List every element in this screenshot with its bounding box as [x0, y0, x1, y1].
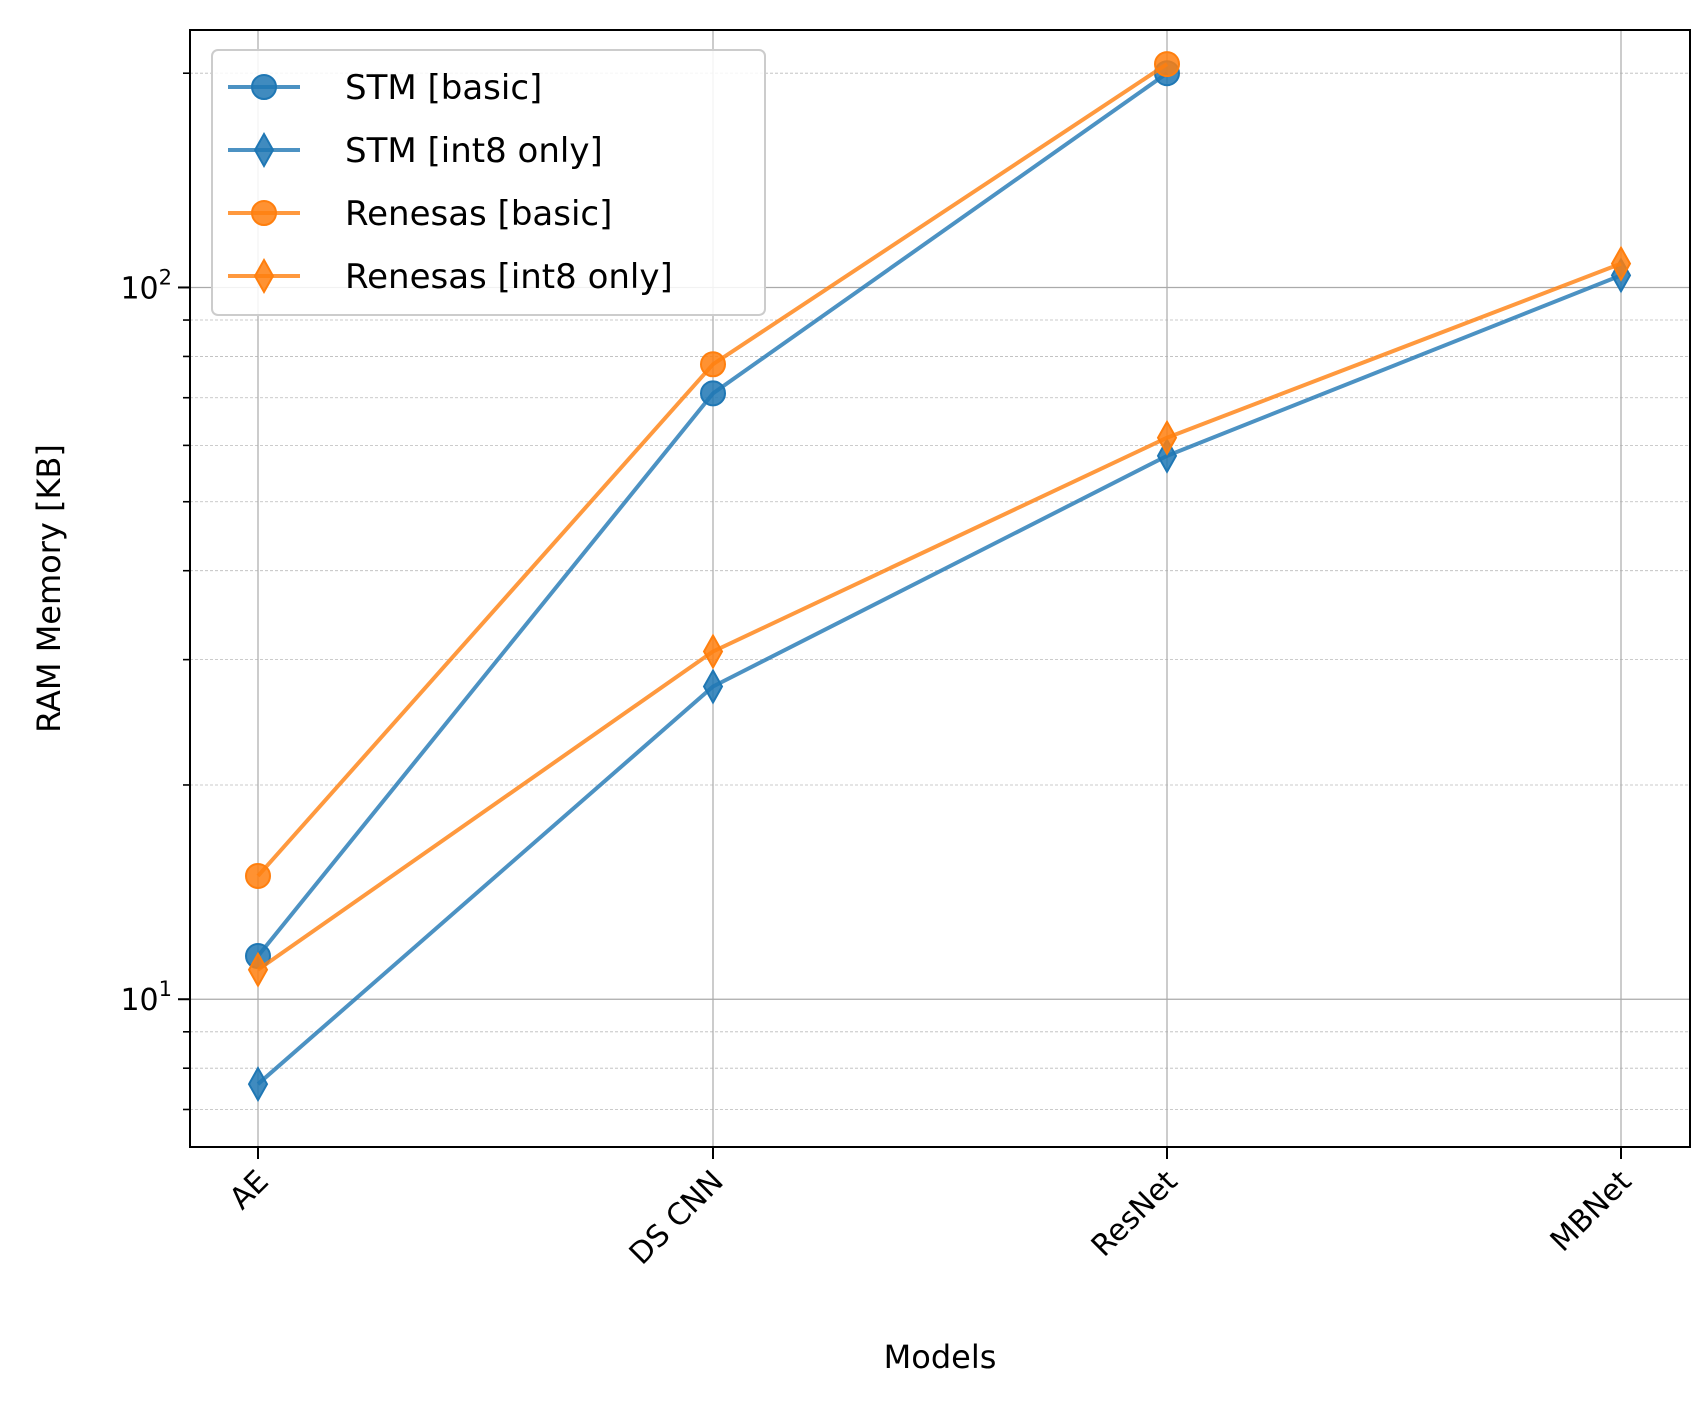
- legend-label: STM [basic]: [345, 68, 542, 108]
- legend-entry: Renesas [int8 only]: [228, 257, 673, 297]
- legend: STM [basic] STM [int8 only] Renesas [basic…: [211, 49, 766, 316]
- legend-entry: STM [basic]: [228, 68, 542, 108]
- legend-marker: [253, 257, 275, 295]
- data-point: [245, 862, 271, 889]
- x-axis-title: Models: [884, 1338, 997, 1376]
- y-tick-label: 102: [120, 265, 172, 306]
- data-point: [1610, 245, 1632, 282]
- series-3: [247, 245, 1632, 988]
- plot-frame: [189, 29, 1691, 1148]
- legend-marker: [253, 131, 275, 169]
- data-point: [702, 668, 724, 705]
- legend-label: Renesas [int8 only]: [345, 257, 673, 297]
- y-tick-label: 101: [120, 977, 172, 1018]
- legend-label: STM [int8 only]: [345, 131, 603, 171]
- data-point: [700, 351, 726, 378]
- data-point: [1156, 419, 1178, 456]
- series-2: [245, 51, 1180, 889]
- legend-box: [211, 49, 766, 316]
- series-line: [256, 273, 1622, 1086]
- y-axis-title: RAM Memory [KB]: [30, 444, 68, 733]
- data-point: [1154, 51, 1180, 78]
- data-point: [247, 1066, 269, 1103]
- legend-label: Renesas [basic]: [345, 194, 612, 234]
- grid-lines: [190, 30, 1690, 1147]
- legend-entry: STM [int8 only]: [228, 131, 603, 171]
- legend-marker: [251, 200, 277, 226]
- series-line: [256, 261, 1622, 972]
- data-point: [247, 951, 269, 988]
- legend-entry: Renesas [basic]: [228, 194, 612, 234]
- legend-marker: [251, 74, 277, 100]
- series-layer: [245, 51, 1632, 1103]
- data-point: [1156, 437, 1178, 474]
- data-point: [702, 633, 724, 670]
- data-point: [700, 380, 726, 407]
